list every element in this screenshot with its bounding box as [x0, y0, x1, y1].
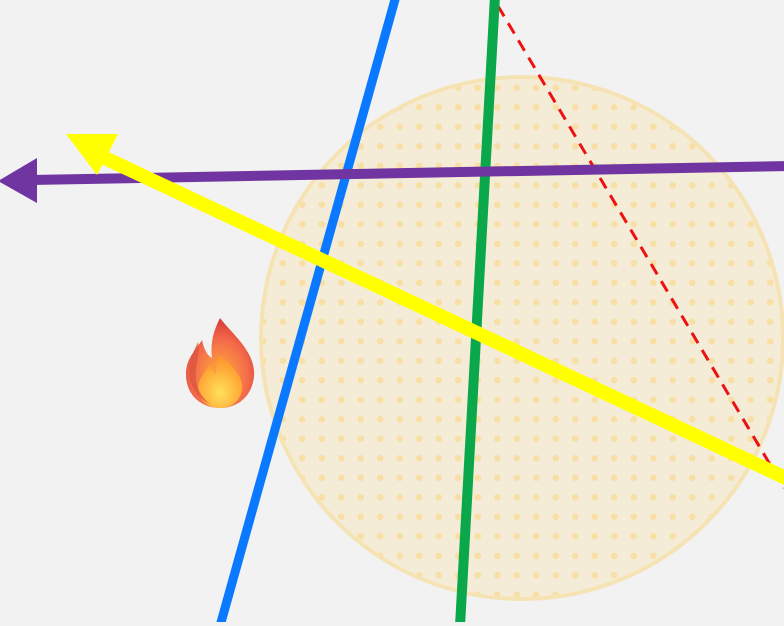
red-dashed-line	[496, 5, 784, 489]
blue-line	[215, 0, 400, 626]
circle-outline	[259, 75, 784, 601]
circle-dot-pattern	[261, 77, 783, 599]
yellow-arrow	[66, 134, 784, 485]
flame-shadow	[189, 342, 210, 404]
purple-arrowhead	[0, 158, 37, 203]
green-line	[455, 0, 500, 626]
yellow-arrowhead	[66, 134, 118, 175]
fire-icon	[186, 318, 255, 408]
yellow-arrow-shaft	[89, 145, 784, 485]
flame-inner	[198, 356, 243, 408]
dotted-circle	[259, 75, 784, 601]
